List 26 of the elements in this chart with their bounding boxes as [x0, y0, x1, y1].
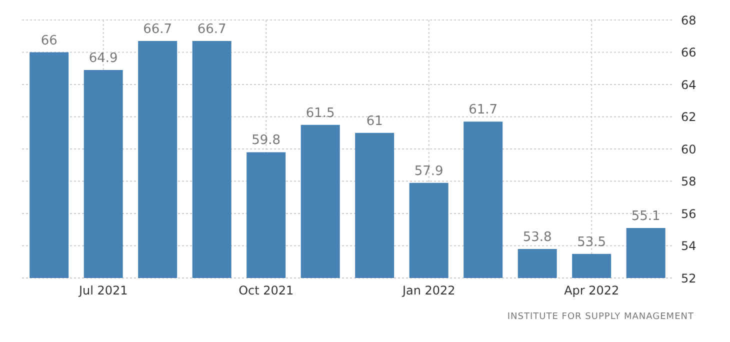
x-tick-label: Apr 2022 — [564, 284, 620, 298]
x-tick-label: Jul 2021 — [78, 284, 128, 298]
data-label: 66.7 — [197, 22, 226, 37]
y-tick-label: 56 — [681, 206, 696, 221]
x-tick-label: Oct 2021 — [238, 284, 294, 298]
y-tick-label: 62 — [681, 110, 696, 124]
y-tick-label: 66 — [681, 46, 696, 60]
y-tick-label: 60 — [681, 142, 696, 156]
x-tick-label: Jan 2022 — [401, 284, 456, 298]
data-label: 59.8 — [252, 133, 281, 148]
data-label: 66.7 — [143, 22, 172, 37]
data-label: 61 — [366, 114, 383, 129]
data-label: 57.9 — [414, 164, 444, 179]
data-label: 61.5 — [306, 106, 335, 121]
data-label: 53.5 — [577, 234, 606, 250]
data-label: 66 — [40, 33, 58, 48]
text: INSTITUTE FOR SUPPLY MANAGEMENT — [506, 312, 695, 322]
data-label: 64.9 — [88, 50, 118, 66]
data-label: 61.7 — [468, 102, 498, 118]
y-tick-label: 68 — [681, 13, 696, 28]
y-tick-label: 52 — [681, 271, 696, 286]
y-tick-label: 54 — [681, 239, 696, 254]
data-label: 53.8 — [522, 230, 552, 245]
y-tick-label: 58 — [681, 174, 696, 189]
data-label: 55.1 — [631, 209, 660, 224]
y-tick-label: 64 — [681, 78, 696, 92]
